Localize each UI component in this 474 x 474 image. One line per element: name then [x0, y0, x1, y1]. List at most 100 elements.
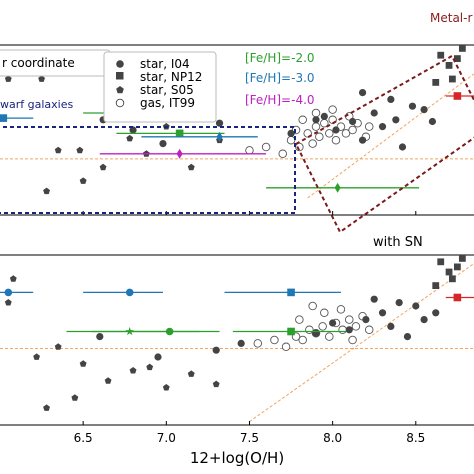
- bottom-star-i04-point-13: [432, 309, 440, 317]
- legend-star-i04-marker: [116, 60, 124, 68]
- top-gas-it99-point-6: [308, 139, 317, 148]
- top-star-s05-point-3: [76, 146, 84, 154]
- bottom-gas-it99-point-1: [270, 335, 279, 345]
- bottom-star-i04-point-10: [403, 333, 412, 341]
- bottom-star-i04-point-11: [412, 302, 420, 310]
- bottom-star-s05-point-3: [79, 360, 87, 367]
- top-gas-it99-point-10: [325, 129, 334, 138]
- bottom-star-i04-point-8: [378, 309, 387, 317]
- bottom-star-np12-point-2: [448, 275, 456, 283]
- top-star-s05-point-2: [54, 146, 62, 154]
- bottom-star-i04-point-4: [312, 329, 320, 337]
- feh-label-minus-3: [Fe/H]=-3.0: [245, 71, 315, 85]
- bottom-gas-it99-point-12: [351, 322, 361, 331]
- bottom-gas-it99-point-18: [336, 305, 346, 314]
- bottom-star-s05-point-6: [146, 363, 154, 371]
- bottom-gas-it99-point-8: [325, 332, 334, 341]
- legend-title: r coordinate: [2, 56, 75, 70]
- top-star-i04-point-10: [370, 109, 378, 117]
- bottom-star-s05-point-0: [4, 299, 12, 306]
- top-star-np12-point-3: [453, 55, 461, 62]
- top-star-i04-point-4: [287, 129, 295, 137]
- x-tick-label-4: 8.5: [406, 431, 425, 445]
- top-gas-it99-point-20: [298, 115, 307, 125]
- top-gas-it99-point-22: [311, 108, 321, 118]
- legend-star-np12: star, NP12: [140, 70, 202, 84]
- top-star-i04-point-14: [408, 102, 417, 110]
- top-gas-it99-point-14: [341, 129, 351, 138]
- bottom-star-np12-point-1: [445, 268, 453, 276]
- top-star-i04-point-12: [392, 116, 400, 124]
- bottom-gas-it99-point-10: [338, 325, 347, 335]
- bottom-star-np12-point-0: [437, 258, 445, 266]
- top-star-np12-point-2: [448, 75, 456, 83]
- x-ticks: 6.5 7.0 7.5 8.0 8.5: [74, 211, 425, 445]
- bottom-star-i04-point-5: [329, 319, 337, 327]
- top-gas-it99-point-16: [348, 125, 357, 135]
- legend-star-s05: star, S05: [140, 83, 194, 97]
- bottom-star-np12-point-3: [458, 255, 466, 262]
- bottom-gas-it99-point-4: [298, 335, 307, 345]
- top-gas-it99-point-2: [278, 149, 287, 159]
- bottom-gas-it99-point-2: [281, 342, 291, 352]
- bottom-star-i04-point-2: [212, 346, 220, 354]
- top-star-np12-point-4: [432, 79, 440, 86]
- top-star-i04-point-9: [358, 136, 367, 144]
- top-errorbar-marker-5: [334, 182, 341, 193]
- bottom-star-i04-point-7: [362, 316, 370, 324]
- bottom-errorbar-marker-5: [4, 288, 13, 297]
- bottom-errorbar-marker-6: [453, 293, 462, 302]
- top-star-s05-point-1: [38, 75, 45, 82]
- legend: r coordinate star, I04 star, NP12 star, …: [0, 49, 217, 123]
- legend-gas-it99: gas, IT99: [140, 96, 195, 110]
- bottom-star-i04-point-6: [345, 326, 353, 334]
- x-tick-label-0: 6.5: [74, 431, 93, 445]
- feh-label-minus-2: [Fe/H]=-2.0: [245, 51, 315, 65]
- top-star-i04-point-5: [312, 116, 320, 124]
- legend-series-frame: [103, 51, 217, 123]
- top-star-i04-point-11: [378, 123, 387, 131]
- dwarf-galaxies-label: warf galaxies: [0, 98, 73, 111]
- bottom-gas-it99-point-7: [318, 322, 327, 331]
- bottom-reference-diagonal: [249, 263, 474, 423]
- top-errorbar-marker-4: [176, 148, 183, 159]
- bottom-star-i04-point-12: [420, 316, 428, 324]
- top-errorbar-marker-2: [175, 129, 184, 138]
- top-star-i04-point-18: [387, 95, 395, 103]
- bottom-star-s05-point-10: [43, 404, 50, 411]
- top-gas-it99-point-7: [311, 122, 321, 131]
- metal-rich-label: Metal-r: [430, 11, 472, 25]
- top-star-i04-point-8: [348, 117, 357, 126]
- bottom-gas-it99-point-14: [364, 325, 374, 335]
- top-star-i04-point-15: [420, 106, 428, 114]
- top-gas-it99-point-8: [315, 132, 324, 142]
- bottom-gas-it99-point-0: [253, 339, 263, 348]
- top-star-s05-point-11: [79, 177, 87, 184]
- top-star-np12-point-1: [445, 62, 453, 69]
- bottom-gas-it99-point-19: [308, 301, 317, 311]
- top-panel-plot: [0, 45, 474, 199]
- top-star-np12-point-5: [458, 45, 466, 52]
- bottom-star-s05-point-5: [129, 367, 137, 374]
- legend-star-i04: star, I04: [140, 57, 190, 71]
- top-star-s05-point-0: [4, 75, 12, 82]
- bottom-star-i04-point-3: [237, 339, 245, 347]
- metal-rich-box: [294, 54, 474, 234]
- bottom-star-s05-point-2: [54, 343, 62, 350]
- top-star-i04-point-6: [320, 112, 328, 120]
- bottom-star-i04-point-0: [96, 333, 104, 341]
- top-reference-diagonal: [307, 73, 474, 199]
- top-star-i04-point-16: [428, 117, 437, 126]
- bottom-star-s05-point-9: [212, 380, 220, 388]
- bottom-errorbar-marker-2: [165, 327, 174, 336]
- top-star-i04-point-7: [332, 126, 340, 134]
- top-errorbar-marker-1: [0, 114, 8, 122]
- bottom-star-s05-point-8: [187, 370, 195, 377]
- bottom-star-i04-point-9: [387, 322, 395, 330]
- top-star-np12-point-0: [437, 51, 445, 59]
- bottom-star-s05-point-11: [71, 394, 79, 401]
- bottom-star-s05-point-7: [162, 384, 170, 391]
- bottom-errorbar-marker-4: [287, 327, 295, 336]
- bottom-star-np12-point-4: [432, 282, 440, 289]
- top-star-s05-point-10: [43, 187, 50, 195]
